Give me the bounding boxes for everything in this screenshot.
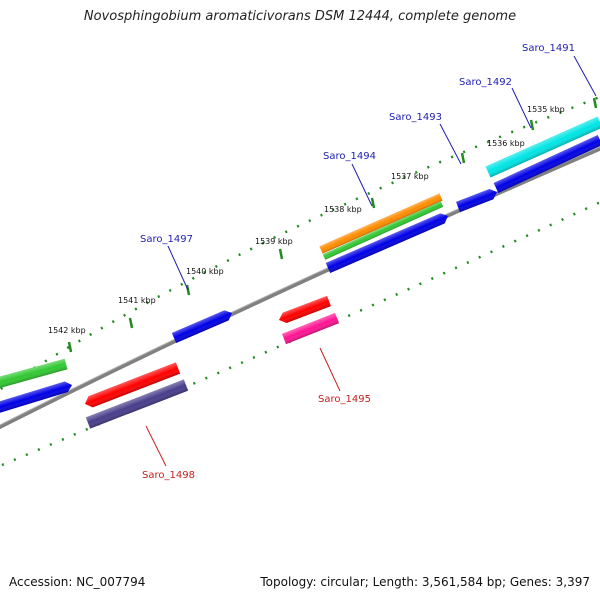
major-tick xyxy=(460,152,466,164)
genome-summary-text: Topology: circular; Length: 3,561,584 bp… xyxy=(260,575,590,589)
gene-saro-1498-cog xyxy=(85,379,189,429)
accession-text: Accession: NC_007794 xyxy=(9,575,146,589)
leader-line-saro-1493 xyxy=(439,123,462,165)
major-tick xyxy=(370,197,376,209)
gene-saro-1491 xyxy=(493,135,600,193)
map-title: Novosphingobium aromaticivorans DSM 1244… xyxy=(83,9,517,24)
gene-saro-1498 xyxy=(85,362,181,408)
tick-label: 1540 kbp xyxy=(186,267,224,276)
gene-saro-1497-shade xyxy=(171,310,232,344)
genome-backbone xyxy=(0,146,600,430)
gene-label-saro-1491: Saro_1491 xyxy=(522,43,575,54)
gene-saro-1492-shade xyxy=(456,189,498,213)
tick-label: 1541 kbp xyxy=(118,296,156,305)
tick-label: 1535 kbp xyxy=(527,105,565,114)
gene-saro-1498-shade xyxy=(85,362,181,408)
tick-label: 1537 kbp xyxy=(391,172,429,181)
leader-line-saro-1495 xyxy=(319,347,341,392)
gene-saro-1495-cog-shade xyxy=(281,312,340,345)
gene-label-saro-1493: Saro_1493 xyxy=(389,112,442,123)
leader-line-saro-1498 xyxy=(145,425,167,467)
gene-left-blue-shade xyxy=(0,381,72,416)
gene-left-blue xyxy=(0,381,72,416)
tick-label: 1536 kbp xyxy=(487,139,525,148)
gene-saro-1497 xyxy=(171,310,232,344)
leader-line-saro-1491 xyxy=(573,55,597,97)
tick-label: 1538 kbp xyxy=(324,205,362,214)
gene-label-saro-1492: Saro_1492 xyxy=(459,77,512,88)
gene-saro-1495 xyxy=(279,295,331,324)
major-tick xyxy=(128,317,134,329)
major-tick xyxy=(529,119,535,131)
gene-saro-1495-cog xyxy=(281,312,340,345)
inner-tick-ring xyxy=(0,200,600,468)
gene-label-saro-1498: Saro_1498 xyxy=(142,470,195,481)
major-tick xyxy=(278,248,284,260)
major-tick xyxy=(67,341,73,353)
gene-saro-1495-shade xyxy=(279,295,331,324)
gene-left-green xyxy=(0,358,68,391)
gene-saro-1494-cog xyxy=(322,201,444,260)
gene-left-green-shade xyxy=(0,358,68,391)
leader-line-saro-1497 xyxy=(167,245,189,291)
outer-tick-ring xyxy=(0,95,600,392)
gene-label-saro-1497: Saro_1497 xyxy=(140,234,193,245)
gene-saro-1494-cog-shade xyxy=(322,201,444,260)
gene-saro-1491-cog-shade xyxy=(485,116,600,178)
gene-saro-1498-cog-shade xyxy=(85,379,189,429)
leader-line-saro-1494 xyxy=(351,163,373,207)
gene-saro-1494-shade xyxy=(319,193,443,254)
gene-saro-1492 xyxy=(456,189,498,213)
gene-label-saro-1494: Saro_1494 xyxy=(323,151,376,162)
leader-line-saro-1492 xyxy=(511,87,532,129)
gene-saro-1493 xyxy=(325,213,448,274)
major-tick xyxy=(592,97,598,109)
gene-saro-1493-shade xyxy=(325,213,448,274)
gene-saro-1491-cog xyxy=(485,116,600,178)
tick-label: 1539 kbp xyxy=(255,237,293,246)
gene-saro-1494 xyxy=(319,193,443,254)
gene-label-saro-1495: Saro_1495 xyxy=(318,394,371,405)
tick-label: 1542 kbp xyxy=(48,326,86,335)
gene-saro-1491-shade xyxy=(493,135,600,193)
